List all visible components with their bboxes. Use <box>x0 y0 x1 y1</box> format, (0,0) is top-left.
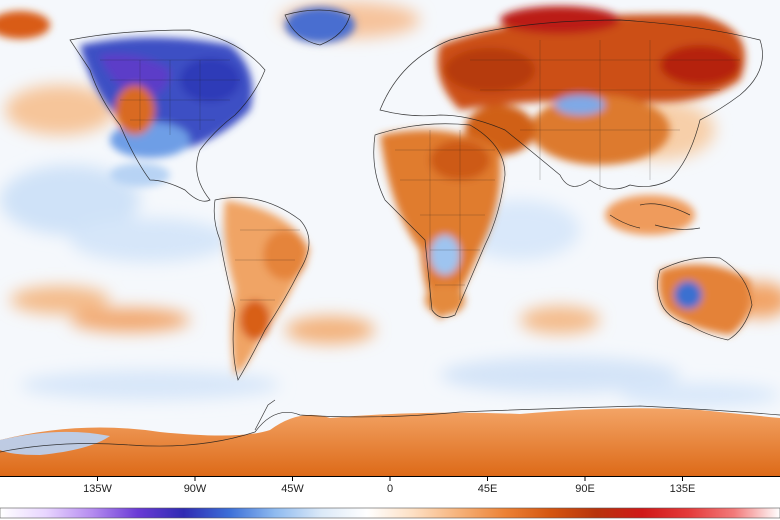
tick-label: 90W <box>184 483 207 495</box>
tick-label: 45E <box>478 483 498 495</box>
tick-label: 90E <box>575 483 595 495</box>
colorbar-bar <box>0 507 780 519</box>
tick-label: 45W <box>281 483 304 495</box>
tick-label: 135E <box>670 483 696 495</box>
borders <box>100 40 740 310</box>
longitude-axis: 135W 90W 45W 0 45E 90E 135E <box>0 476 780 495</box>
tick-group: 135W 90W 45W 0 45E 90E 135E <box>83 476 695 495</box>
antarctica-anomaly <box>0 408 780 476</box>
tick-label: 135W <box>83 483 112 495</box>
anomaly-field <box>0 2 780 407</box>
land-anomalies <box>0 6 751 375</box>
coastlines <box>0 9 780 453</box>
world-anomaly-map <box>0 0 780 476</box>
colorbar <box>0 507 780 519</box>
tick-label: 0 <box>387 483 393 495</box>
